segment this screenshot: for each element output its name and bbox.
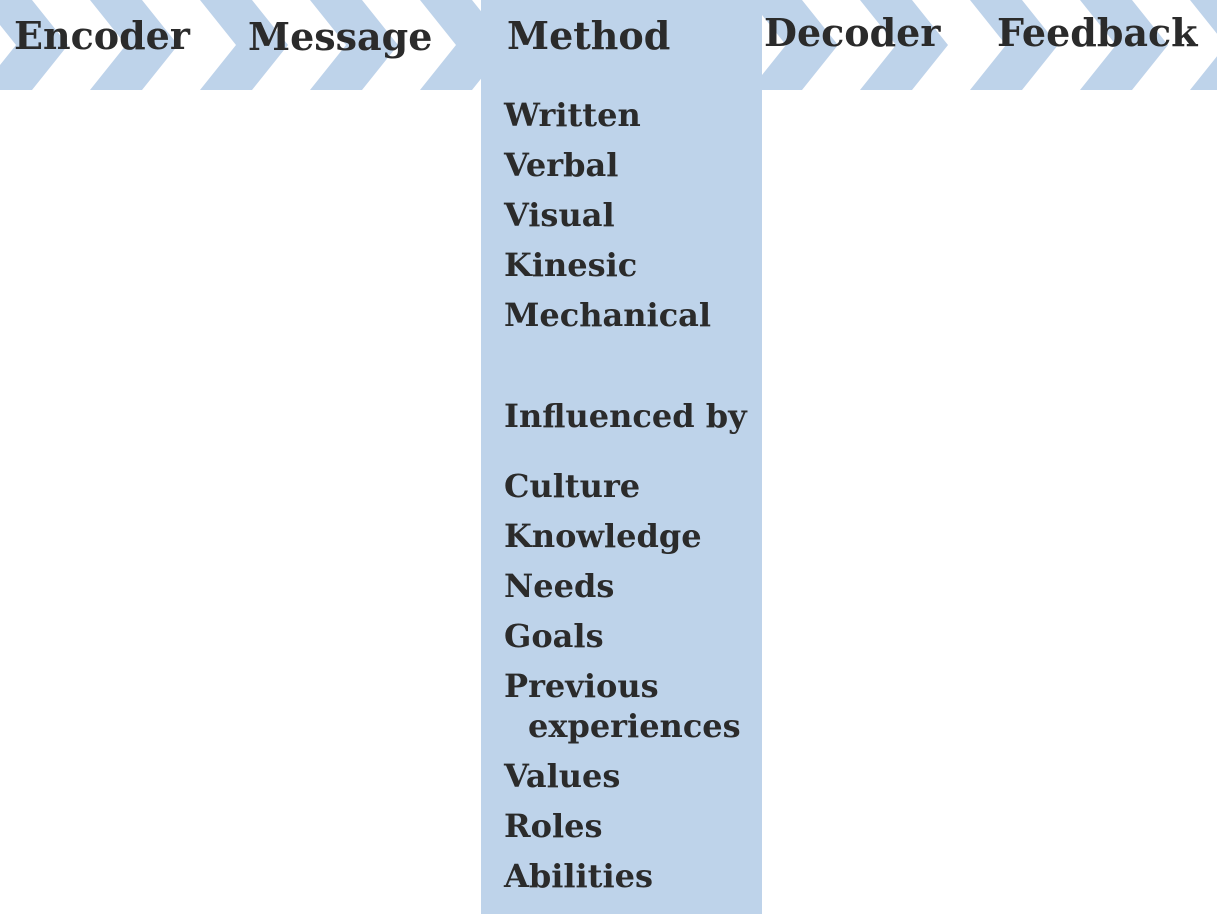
stage-encoder: Encoder (14, 13, 190, 58)
chevron-shape (310, 0, 398, 90)
chevron-shape (200, 0, 288, 90)
influence-item: Previous experiences (504, 661, 741, 751)
chevron-shape (1080, 0, 1168, 90)
influenced-by-heading: Influenced by (504, 397, 747, 435)
influence-item: Values (504, 757, 621, 795)
influence-item-line: experiences (528, 707, 741, 745)
method-types-list: Written Verbal Visual Kinesic Mechanical (504, 90, 711, 340)
chevron-shape (90, 0, 178, 90)
influence-item: Abilities (504, 857, 653, 895)
stage-feedback: Feedback (997, 10, 1198, 55)
chevron-shape (860, 0, 948, 90)
influences-list: Culture Knowledge Needs Goals Previous e… (504, 461, 741, 901)
influence-item: Needs (504, 567, 615, 605)
method-type-item: Verbal (504, 146, 619, 184)
chevron-shape (1190, 0, 1217, 90)
method-type-item: Mechanical (504, 296, 712, 334)
chevron-shape (0, 0, 68, 90)
method-type-item: Visual (504, 196, 615, 234)
influence-item: Roles (504, 807, 603, 845)
chevron-shape (750, 0, 838, 90)
method-column (481, 0, 762, 914)
influence-item: Knowledge (504, 517, 702, 555)
method-type-item: Kinesic (504, 246, 638, 284)
influence-item: Culture (504, 467, 641, 505)
stage-message: Message (248, 14, 433, 59)
influence-item-line: Previous (504, 667, 659, 705)
stage-method: Method (507, 13, 671, 58)
influence-item: Goals (504, 617, 604, 655)
chevron-shape (970, 0, 1058, 90)
stage-decoder: Decoder (764, 10, 941, 55)
method-type-item: Written (504, 96, 641, 134)
